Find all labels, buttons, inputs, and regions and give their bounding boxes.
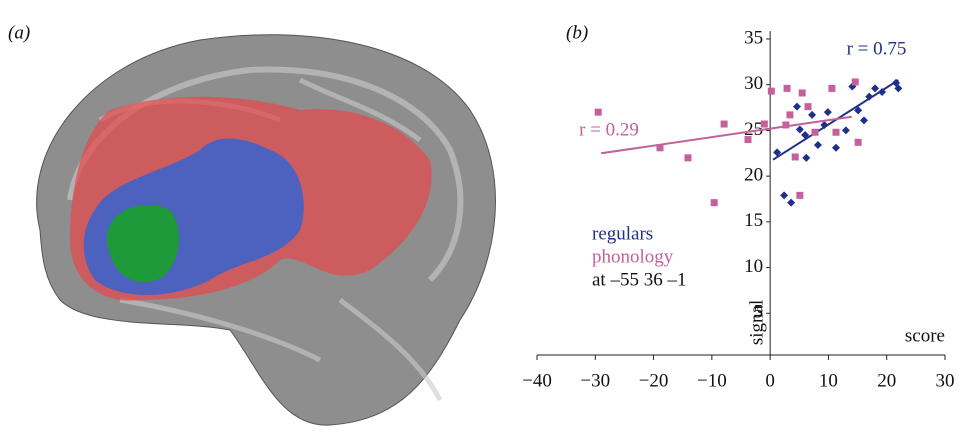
y-tick-label: 20 <box>744 165 763 186</box>
point <box>595 109 602 116</box>
x-tick-label: 0 <box>765 370 775 391</box>
point <box>796 126 804 134</box>
point <box>780 191 788 199</box>
point <box>796 192 803 199</box>
y-tick-label: 15 <box>744 210 763 231</box>
point <box>824 108 832 116</box>
point <box>828 85 835 92</box>
legend-entry: phonology <box>592 246 674 267</box>
point <box>761 121 768 128</box>
x-tick-label: −30 <box>580 370 610 391</box>
point <box>799 89 806 96</box>
y-tick-label: 30 <box>744 73 763 94</box>
panel-label: (b) <box>566 22 588 43</box>
y-tick-label: 35 <box>744 27 763 48</box>
r-label: r = 0.75 <box>847 39 907 60</box>
x-tick-label: 30 <box>936 370 955 391</box>
point <box>784 85 791 92</box>
y-axis-label: signal <box>747 300 768 345</box>
point <box>786 111 793 118</box>
point <box>805 103 812 110</box>
figure: (a) (b) −40−30−20−1001020305101520253035… <box>0 0 965 432</box>
r-label: r = 0.29 <box>579 120 639 141</box>
point <box>711 199 718 206</box>
point <box>768 88 775 95</box>
x-axis-label: score <box>905 325 945 346</box>
point <box>852 78 859 85</box>
x-tick-label: 20 <box>877 370 896 391</box>
point <box>721 121 728 128</box>
point <box>812 129 819 136</box>
y-tick-label: 10 <box>744 256 763 277</box>
page: (a) (b) −40−30−20−1001020305101520253035… <box>0 0 965 432</box>
point <box>787 199 795 207</box>
point <box>860 116 868 124</box>
point <box>808 111 816 119</box>
panel-label: (a) <box>8 22 30 43</box>
x-tick-label: −20 <box>639 370 669 391</box>
point <box>744 136 751 143</box>
point <box>684 154 691 161</box>
x-tick-label: −10 <box>697 370 727 391</box>
point <box>855 139 862 146</box>
point <box>832 144 840 152</box>
point <box>793 103 801 111</box>
point <box>792 153 799 160</box>
legend-entry: regulars <box>592 223 653 244</box>
point <box>871 84 879 92</box>
point <box>842 126 850 134</box>
x-tick-label: 10 <box>819 370 838 391</box>
annotation: at –55 36 –1 <box>592 269 686 290</box>
point <box>802 154 810 162</box>
point <box>814 141 822 149</box>
x-tick-label: −40 <box>522 370 552 391</box>
point <box>833 129 840 136</box>
brain-image <box>37 35 496 425</box>
